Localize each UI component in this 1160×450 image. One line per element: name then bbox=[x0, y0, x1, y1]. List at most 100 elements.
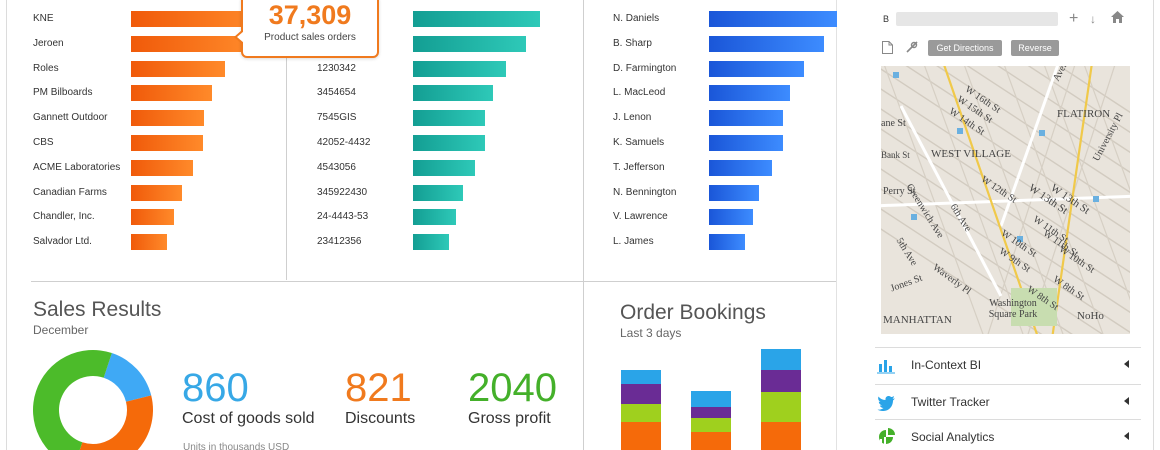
bar[interactable] bbox=[131, 35, 252, 52]
map-label: Perry St bbox=[883, 186, 916, 197]
divider-v-1 bbox=[286, 0, 287, 280]
bar[interactable] bbox=[131, 85, 212, 102]
divider-h-1 bbox=[31, 281, 836, 282]
park-area bbox=[1011, 288, 1057, 326]
bar-label: PM Bilboards bbox=[33, 87, 93, 99]
bar[interactable] bbox=[131, 60, 225, 77]
kpi-profit-value: 2040 bbox=[468, 366, 557, 410]
dashboard-frame bbox=[6, 0, 1154, 450]
map-label: ane St bbox=[881, 118, 906, 129]
donut-slice[interactable] bbox=[103, 353, 152, 402]
stack-segment[interactable] bbox=[621, 370, 661, 384]
bar[interactable] bbox=[131, 209, 174, 226]
stack-segment[interactable] bbox=[761, 422, 801, 450]
order-bookings-subtitle: Last 3 days bbox=[620, 326, 682, 340]
stack-segment[interactable] bbox=[621, 384, 661, 404]
social-chart-icon bbox=[877, 428, 895, 446]
stack-segment[interactable] bbox=[761, 370, 801, 392]
destination-input[interactable] bbox=[896, 12, 1058, 26]
caret-left-icon[interactable] bbox=[1124, 397, 1129, 405]
bar-label: Canadian Farms bbox=[33, 186, 107, 198]
reverse-button[interactable]: Reverse bbox=[1011, 40, 1059, 56]
bar[interactable] bbox=[131, 184, 182, 201]
map-label: Bank St bbox=[881, 150, 910, 160]
kpi-cost-value: 860 bbox=[182, 366, 249, 410]
route-icon[interactable] bbox=[905, 40, 919, 54]
bar[interactable] bbox=[709, 35, 824, 52]
bar-label: N. Bennington bbox=[613, 186, 677, 198]
kpi-discounts-value: 821 bbox=[345, 366, 412, 410]
twitter-icon bbox=[877, 393, 895, 412]
bar[interactable] bbox=[413, 159, 475, 176]
bar-label: T. Jefferson bbox=[613, 161, 665, 173]
bar-label: 4543056 bbox=[317, 161, 356, 173]
bar[interactable] bbox=[709, 85, 790, 102]
kpi-cost-label: Cost of goods sold bbox=[182, 410, 315, 427]
stack-segment[interactable] bbox=[621, 422, 661, 450]
bar-label: Gannett Outdoor bbox=[33, 112, 108, 124]
route-b-label: B bbox=[883, 14, 890, 24]
get-directions-button[interactable]: Get Directions bbox=[928, 40, 1002, 56]
sales-results-title: Sales Results bbox=[33, 298, 162, 321]
bar[interactable] bbox=[413, 209, 456, 226]
side-item-twitter-tracker[interactable]: Twitter Tracker bbox=[875, 384, 1141, 418]
stack-segment[interactable] bbox=[691, 391, 731, 407]
side-item-social-analytics[interactable]: Social Analytics bbox=[875, 419, 1141, 450]
bar-label: 23412356 bbox=[317, 236, 362, 248]
bar[interactable] bbox=[131, 159, 193, 176]
bar[interactable] bbox=[131, 110, 204, 127]
bar[interactable] bbox=[709, 11, 837, 27]
customer-bar-chart: KNE Jeroen Roles PM Bilboards Gannett Outdoo… bbox=[0, 0, 286, 280]
bar[interactable] bbox=[413, 11, 540, 27]
donut-slice[interactable] bbox=[74, 395, 153, 450]
bar[interactable] bbox=[709, 234, 745, 251]
kpi-profit-label: Gross profit bbox=[468, 410, 551, 427]
bar-label: Jeroen bbox=[33, 37, 64, 49]
bar[interactable] bbox=[709, 110, 783, 127]
stack-segment[interactable] bbox=[761, 349, 801, 370]
bar[interactable] bbox=[709, 159, 772, 176]
order-bar-chart: 1230342 3454654 7545GIS 42052-4432 4543056 34… bbox=[0, 0, 583, 280]
order-bookings-stacked-chart bbox=[600, 340, 820, 450]
bar[interactable] bbox=[413, 60, 506, 77]
bar[interactable] bbox=[413, 135, 485, 151]
callout-label: Product sales orders bbox=[264, 32, 356, 43]
caret-left-icon[interactable] bbox=[1124, 432, 1129, 440]
plus-icon[interactable]: + bbox=[1069, 10, 1079, 27]
callout-value: 37,309 bbox=[268, 0, 352, 30]
bar[interactable] bbox=[413, 110, 485, 127]
bar[interactable] bbox=[131, 11, 261, 27]
stack-segment[interactable] bbox=[761, 392, 801, 422]
map-label: Washington Square Park bbox=[988, 298, 1038, 320]
stack-segment[interactable] bbox=[621, 404, 661, 422]
divider-v-2 bbox=[583, 0, 584, 450]
bar-label: 3454654 bbox=[317, 87, 356, 99]
bar[interactable] bbox=[413, 234, 449, 251]
bar-label: D. Farmington bbox=[613, 62, 677, 74]
stack-segment[interactable] bbox=[691, 432, 731, 450]
bar[interactable] bbox=[709, 60, 804, 77]
map-label: FLATIRON bbox=[1057, 108, 1111, 120]
bar[interactable] bbox=[709, 135, 783, 151]
document-icon[interactable] bbox=[882, 41, 893, 54]
bar[interactable] bbox=[413, 35, 526, 52]
bar[interactable] bbox=[709, 184, 759, 201]
bar[interactable] bbox=[413, 85, 493, 102]
stack-segment[interactable] bbox=[691, 418, 731, 432]
bar-label: N. Daniels bbox=[613, 13, 660, 24]
bar-label: 24-4443-53 bbox=[317, 211, 369, 223]
map-label: MANHATTAN bbox=[883, 314, 952, 326]
side-item-in-context-bi[interactable]: In-Context BI bbox=[875, 347, 1141, 381]
bar[interactable] bbox=[131, 135, 203, 151]
street-map[interactable]: W 16th St W 15th St W 14th St W 13th St W 12… bbox=[881, 66, 1130, 334]
arrow-down-icon[interactable]: ↓ bbox=[1090, 12, 1096, 26]
donut-slice[interactable] bbox=[33, 350, 112, 450]
home-icon[interactable] bbox=[1111, 11, 1124, 23]
bar[interactable] bbox=[709, 209, 753, 226]
bar-label: V. Lawrence bbox=[613, 211, 668, 223]
bar[interactable] bbox=[131, 234, 167, 251]
bar-chart-icon bbox=[877, 356, 895, 374]
caret-left-icon[interactable] bbox=[1124, 360, 1129, 368]
stack-segment[interactable] bbox=[691, 407, 731, 418]
bar[interactable] bbox=[413, 184, 463, 201]
